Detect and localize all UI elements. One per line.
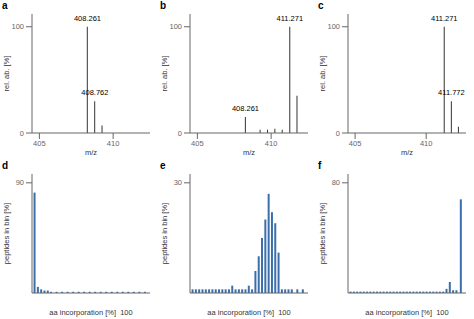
svg-text:408.261: 408.261 bbox=[74, 14, 101, 23]
html-text:f: f bbox=[318, 160, 322, 171]
svg-text:0: 0 bbox=[178, 129, 182, 138]
html-text:e: e bbox=[160, 160, 166, 171]
svg-text:aa incorporation [%] 100: aa incorporation [%] 100 bbox=[49, 308, 132, 317]
svg-text:410: 410 bbox=[420, 139, 433, 148]
svg-text:408.261: 408.261 bbox=[232, 104, 259, 113]
svg-text:100: 100 bbox=[169, 22, 182, 31]
svg-text:0: 0 bbox=[20, 129, 24, 138]
svg-text:100: 100 bbox=[327, 22, 340, 31]
svg-text:80: 80 bbox=[332, 178, 340, 187]
svg-text:rel. ab. [%]: rel. ab. [%] bbox=[160, 56, 169, 92]
svg-text:30: 30 bbox=[174, 178, 182, 187]
svg-text:405: 405 bbox=[191, 139, 204, 148]
svg-text:m/z: m/z bbox=[243, 148, 255, 157]
svg-text:90: 90 bbox=[16, 178, 24, 187]
svg-text:405: 405 bbox=[349, 139, 362, 148]
svg-text:411.271: 411.271 bbox=[431, 14, 458, 23]
html-text:d: d bbox=[2, 160, 9, 171]
html-text:b: b bbox=[160, 0, 167, 11]
svg-text:rel. ab. [%]: rel. ab. [%] bbox=[8, 56, 11, 92]
html-text:a: a bbox=[2, 0, 8, 11]
svg-text:aa incorporation [%] 100: aa incorporation [%] 100 bbox=[207, 308, 290, 317]
svg-text:peptides in bin [%]: peptides in bin [%] bbox=[8, 203, 11, 264]
svg-text:m/z: m/z bbox=[85, 148, 97, 157]
svg-text:411.772: 411.772 bbox=[438, 88, 465, 97]
svg-text:0: 0 bbox=[336, 129, 340, 138]
svg-text:408.762: 408.762 bbox=[81, 88, 108, 97]
svg-text:aa incorporation [%] 100: aa incorporation [%] 100 bbox=[365, 308, 448, 317]
html-text:c: c bbox=[318, 0, 324, 11]
svg-text:rel. ab. [%]: rel. ab. [%] bbox=[318, 56, 327, 92]
svg-text:100: 100 bbox=[11, 22, 24, 31]
svg-text:peptides in bin [%]: peptides in bin [%] bbox=[318, 203, 327, 264]
svg-text:410: 410 bbox=[265, 139, 278, 148]
svg-text:405: 405 bbox=[33, 139, 46, 148]
svg-text:410: 410 bbox=[107, 139, 120, 148]
svg-text:411.271: 411.271 bbox=[277, 14, 304, 23]
svg-text:peptides in bin [%]: peptides in bin [%] bbox=[160, 203, 169, 264]
svg-text:m/z: m/z bbox=[401, 148, 413, 157]
